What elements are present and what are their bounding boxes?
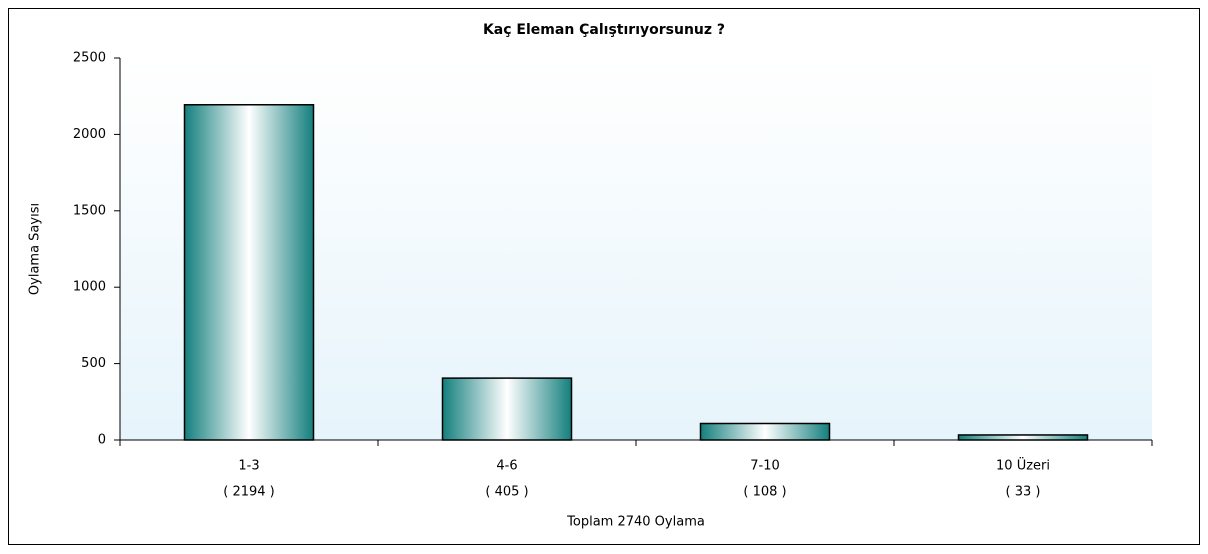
y-tick-label: 0 [98, 433, 106, 448]
bar [441, 377, 573, 441]
y-axis-label: Oylama Sayısı [28, 203, 43, 295]
y-tick-label: 1000 [73, 280, 106, 295]
y-tick-label: 500 [81, 356, 106, 371]
value-label: ( 2194 ) [223, 485, 275, 500]
bar [183, 104, 315, 441]
x-tick-label: 7-10 [750, 459, 780, 474]
value-label: ( 405 ) [485, 485, 528, 500]
value-label: ( 33 ) [1006, 485, 1041, 500]
bar [957, 434, 1089, 441]
bar [699, 422, 831, 441]
y-tick-label: 1500 [73, 203, 106, 218]
x-tick-label: 4-6 [496, 459, 517, 474]
x-tick-label: 1-3 [238, 459, 259, 474]
chart-title: Kaç Eleman Çalıştırıyorsunuz ? [483, 22, 725, 38]
value-label: ( 108 ) [743, 485, 786, 500]
y-tick-label: 2500 [73, 51, 106, 66]
x-axis-label: Toplam 2740 Oylama [566, 515, 705, 530]
x-tick-label: 10 Üzeri [996, 457, 1050, 474]
y-tick-label: 2000 [73, 127, 106, 142]
